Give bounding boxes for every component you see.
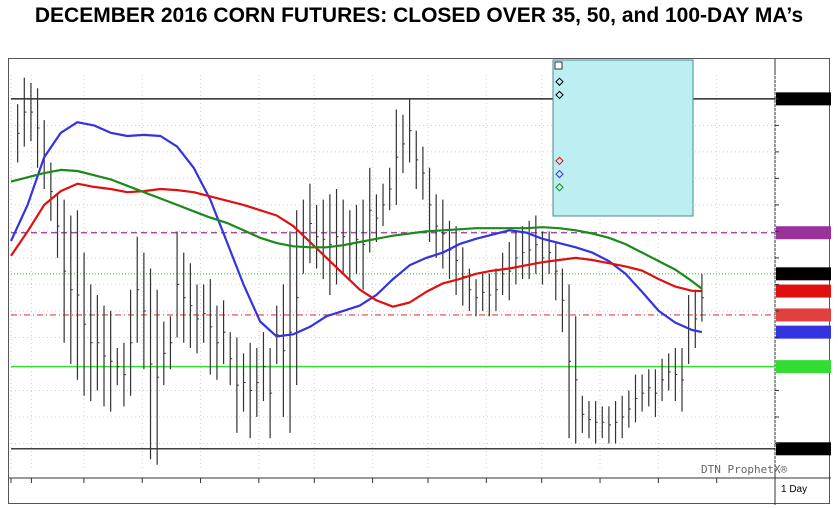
fib-price-tag xyxy=(776,442,831,456)
price-bars xyxy=(17,77,704,465)
info-diamond xyxy=(555,90,564,100)
fib-price-tag xyxy=(776,308,831,322)
grid xyxy=(9,59,831,505)
price-chart[interactable]: DTN ProphetX® 1 Day xyxy=(9,59,831,505)
x-axis xyxy=(10,478,776,483)
period-label[interactable]: 1 Day xyxy=(781,484,807,495)
chart-title: DECEMBER 2016 CORN FUTURES: CLOSED OVER … xyxy=(34,4,804,27)
ma-line xyxy=(10,168,703,290)
ma-line xyxy=(10,121,703,338)
chart-frame: DTN ProphetX® 1 Day xyxy=(8,58,831,505)
info-diamond xyxy=(555,156,564,166)
ma-line xyxy=(10,182,702,308)
fib-price-tag xyxy=(776,226,831,240)
info-box-icon xyxy=(554,61,563,70)
fib-price-tag xyxy=(776,360,831,374)
info-box-bg xyxy=(552,59,694,217)
info-diamond xyxy=(555,77,564,86)
info-diamond xyxy=(555,169,564,179)
price-tag xyxy=(776,325,831,339)
info-diamond xyxy=(555,183,564,192)
y-axis xyxy=(775,98,779,444)
info-box xyxy=(552,59,694,217)
moving-averages xyxy=(10,121,703,338)
watermark: DTN ProphetX® xyxy=(701,463,787,476)
fib-price-tag xyxy=(776,92,831,106)
price-tag xyxy=(776,284,831,298)
fib-price-tag xyxy=(776,267,831,281)
